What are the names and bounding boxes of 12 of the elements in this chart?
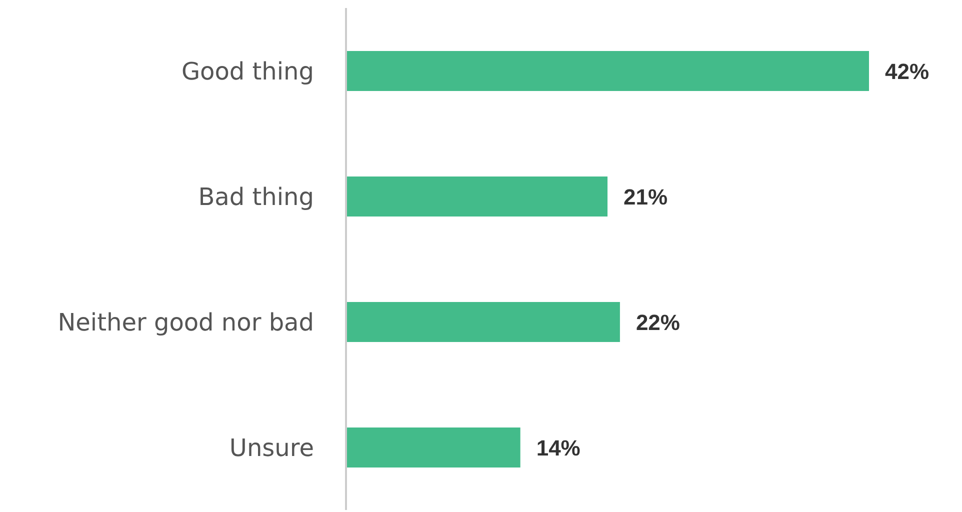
bar xyxy=(346,302,620,342)
y-tick-label: Good thing xyxy=(181,57,314,86)
y-tick-label: Bad thing xyxy=(198,182,314,211)
bar xyxy=(346,176,608,216)
bar xyxy=(346,428,520,468)
data-label: 22% xyxy=(636,310,680,335)
y-tick-label: Neither good nor bad xyxy=(58,308,314,336)
data-label: 14% xyxy=(536,435,580,460)
y-tick-label: Unsure xyxy=(229,434,314,462)
data-label: 42% xyxy=(885,58,930,84)
bar xyxy=(346,51,869,91)
data-label: 21% xyxy=(624,184,668,210)
